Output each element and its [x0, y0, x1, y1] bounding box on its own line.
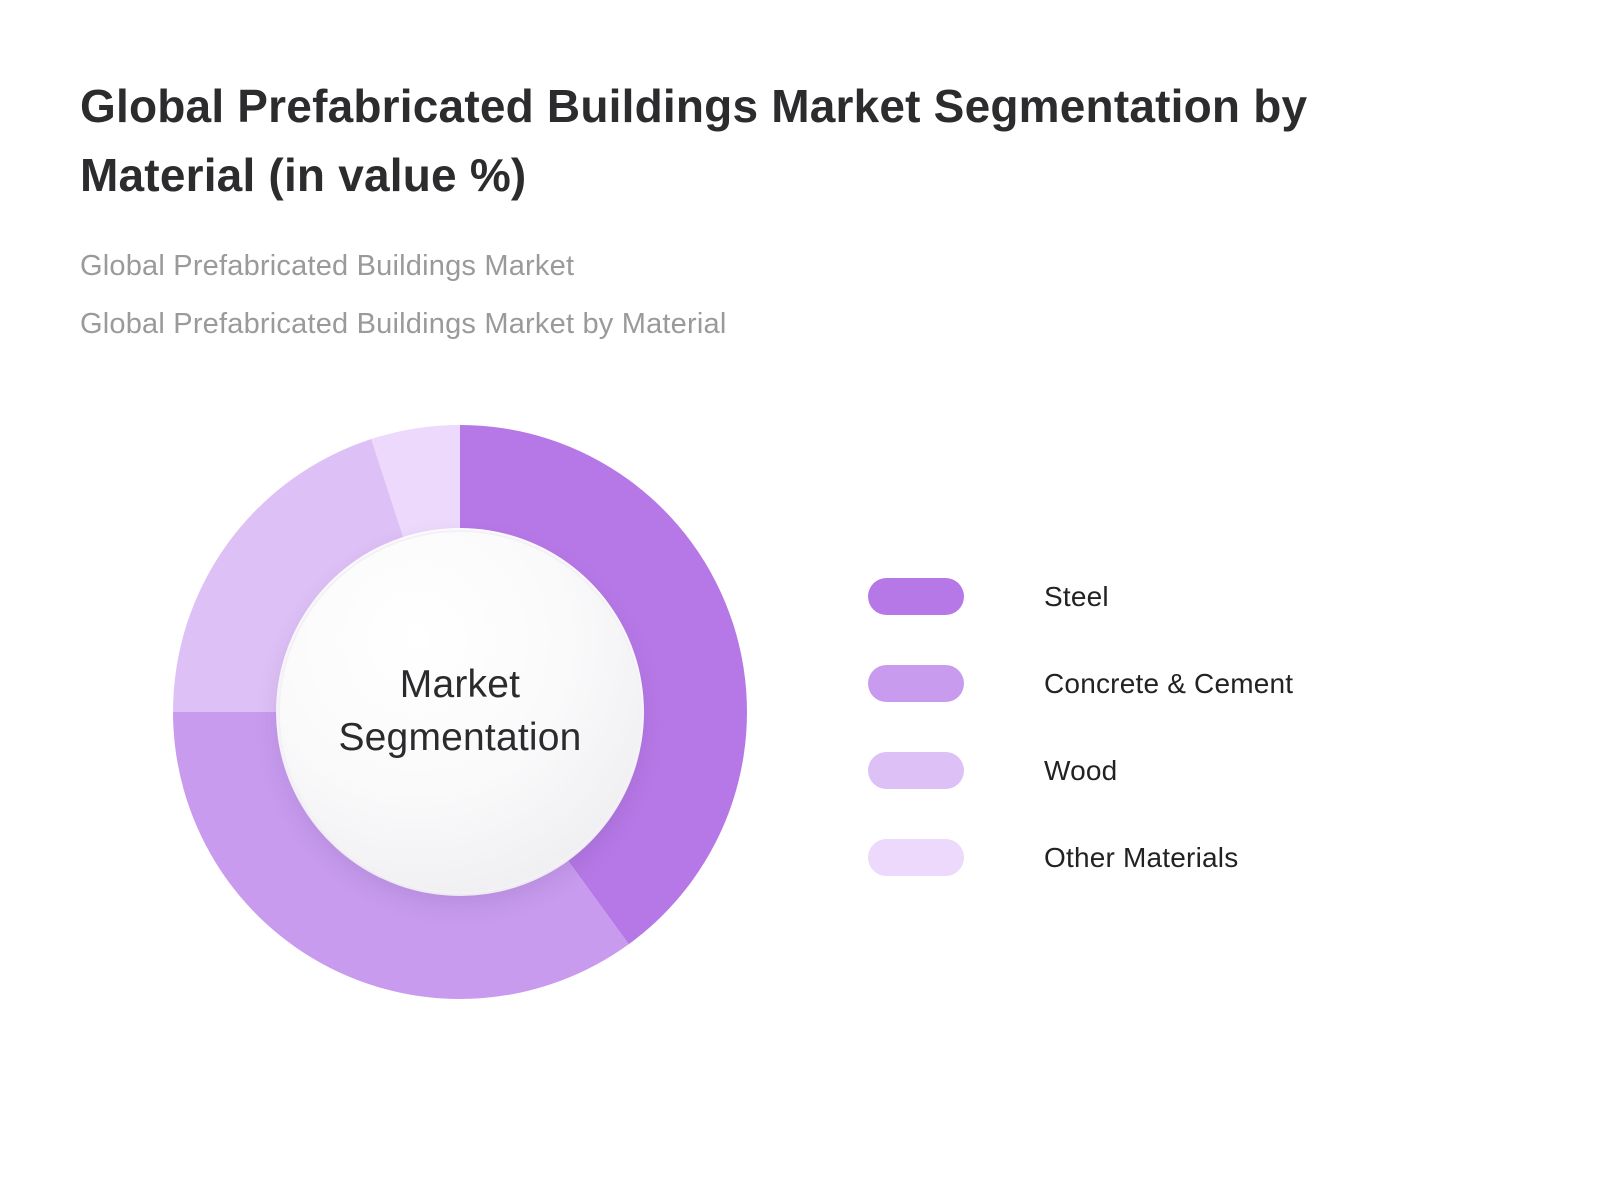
donut-segment-concrete-cement: [173, 712, 629, 999]
legend-item: Other Materials: [868, 839, 1293, 876]
legend-label: Wood: [1044, 754, 1118, 786]
subtitle-line-2: Global Prefabricated Buildings Market by…: [80, 308, 727, 340]
donut-segment-other-materials: [371, 425, 460, 538]
legend-label: Other Materials: [1044, 841, 1239, 873]
donut-ring: [173, 425, 747, 999]
legend-swatch: [868, 578, 964, 615]
donut-chart: Market Segmentation: [170, 422, 750, 1002]
donut-segment-wood: [173, 439, 404, 712]
legend: Steel Concrete & Cement Wood Other Material…: [868, 578, 1293, 926]
legend-label: Concrete & Cement: [1044, 667, 1294, 699]
legend-swatch: [868, 752, 964, 789]
legend-swatch: [868, 839, 964, 876]
donut-center-label: Market Segmentation: [338, 663, 582, 759]
legend-item: Wood: [868, 752, 1293, 789]
legend-label: Steel: [1044, 580, 1109, 612]
legend-swatch: [868, 665, 964, 702]
subtitle-line-1: Global Prefabricated Buildings Market: [80, 250, 575, 282]
page-title: Global Prefabricated Buildings Market Se…: [80, 80, 1308, 201]
legend-item: Steel: [868, 578, 1293, 615]
donut-segment-steel: [460, 425, 747, 945]
legend-item: Concrete & Cement: [868, 665, 1293, 702]
donut-center-circle: Market Segmentation: [278, 530, 642, 894]
